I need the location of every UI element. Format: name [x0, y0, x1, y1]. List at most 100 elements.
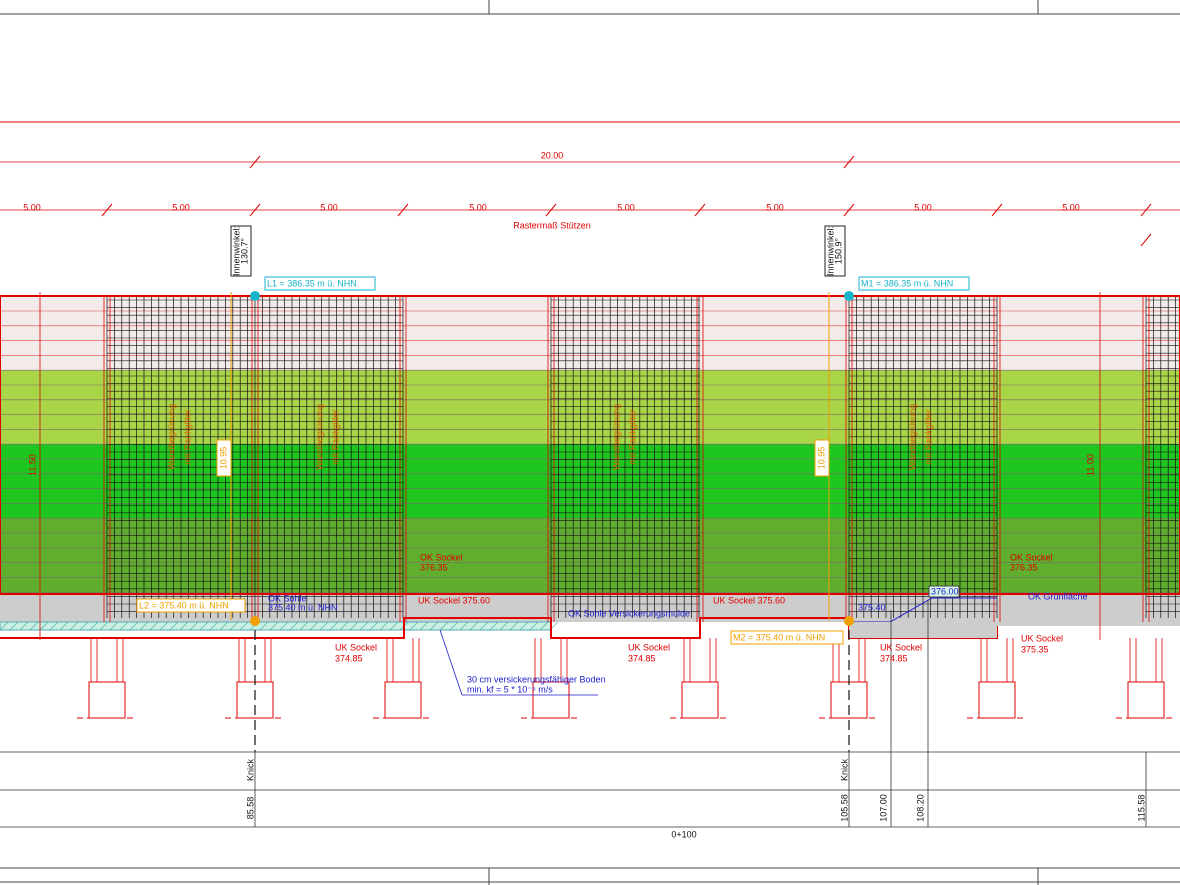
line: [199, 621, 209, 631]
label: L2 = 375.40 m ü. NHN: [139, 600, 229, 610]
shape: [978, 681, 1016, 719]
label: 0+100: [671, 829, 696, 839]
label: 374.85: [880, 653, 908, 663]
line: [349, 621, 359, 631]
line: [991, 203, 1003, 217]
line: [439, 621, 449, 631]
line: [189, 621, 199, 631]
label: mit Rankgitter: [627, 409, 637, 465]
label: min. kf = 5 * 10⁻⁵ m/s: [467, 684, 553, 694]
label: Innenwinkel:: [231, 226, 241, 276]
shape: [403, 621, 552, 631]
label: Wandbegrünung: [314, 404, 324, 470]
label: UK Sockel: [880, 642, 922, 652]
line: [459, 621, 469, 631]
label: OK Grünfläche: [1028, 591, 1088, 601]
line: [129, 621, 139, 631]
line: [329, 621, 339, 631]
dimension-label: 5.00: [172, 202, 190, 212]
label: UK Sockel: [628, 642, 670, 652]
label: OK Sohle Versickerungsmulde: [568, 608, 690, 618]
label: 375.35: [1021, 644, 1049, 654]
shape: [216, 439, 232, 477]
label: OK Sohle: [268, 593, 307, 603]
line: [439, 629, 463, 696]
label: 107.00: [878, 794, 888, 822]
shape: [997, 622, 1180, 626]
label: 115.58: [1136, 795, 1146, 822]
line: [9, 621, 19, 631]
shape: [0, 444, 1180, 518]
line: [843, 155, 855, 169]
shape: [858, 276, 970, 291]
line: [139, 621, 149, 631]
label: Wandbegrünung: [611, 404, 621, 470]
label: 30 cm versickerungsfähiger Boden: [467, 674, 606, 684]
shape: [88, 681, 126, 719]
label: 376.00: [931, 586, 959, 596]
line: [479, 621, 489, 631]
label: 374.85: [335, 653, 363, 663]
line: [843, 203, 855, 217]
line: [169, 621, 179, 631]
dimension-label: 20.00: [541, 150, 564, 160]
line: [209, 621, 219, 631]
label: Knick: [839, 759, 849, 782]
shape: [814, 439, 830, 477]
line: [539, 621, 549, 631]
line: [319, 621, 329, 631]
line: [29, 621, 39, 631]
line: [419, 621, 429, 631]
label: UK Sockel 375.60: [713, 595, 785, 605]
label: 375.40 m ü. NHN: [268, 602, 338, 612]
line: [309, 621, 319, 631]
line: [259, 621, 269, 631]
line: [694, 203, 706, 217]
label: 108.20: [915, 794, 925, 822]
label: mit Rankgitter: [182, 409, 192, 465]
line: [489, 621, 499, 631]
shape: [1127, 681, 1165, 719]
line: [19, 621, 29, 631]
dimension-label: 5.00: [914, 202, 932, 212]
line: [89, 621, 99, 631]
shape: [824, 225, 846, 277]
point: [844, 616, 854, 626]
label: L1 = 386.35 m ü. NHN: [267, 278, 357, 288]
line: [469, 621, 479, 631]
label: M1 = 386.35 m ü. NHN: [861, 278, 953, 288]
line: [39, 621, 49, 631]
line: [269, 621, 279, 631]
line: [69, 621, 79, 631]
line: [529, 621, 539, 631]
line: [499, 621, 509, 631]
label: M2 = 375.40 m ü. NHN: [733, 632, 825, 642]
line: [149, 621, 159, 631]
line: [99, 621, 109, 631]
caption: Rastermaß Stützen: [513, 220, 591, 230]
label: 374.85: [628, 653, 656, 663]
label: 376.35: [420, 562, 448, 572]
label: UK Sockel 375.60: [418, 595, 490, 605]
label: 11.00: [1085, 454, 1095, 476]
label: 150.9°: [833, 238, 843, 265]
label: 10.95: [816, 447, 826, 470]
line: [389, 621, 399, 631]
label: mit Rankgitter: [923, 409, 933, 465]
point: [250, 616, 260, 626]
line: [299, 621, 309, 631]
line: [59, 621, 69, 631]
line: [449, 621, 459, 631]
line: [219, 621, 229, 631]
line: [119, 621, 129, 631]
shape: [849, 622, 997, 638]
line: [249, 203, 261, 217]
line: [159, 621, 169, 631]
line: [0, 621, 9, 631]
line: [179, 621, 189, 631]
shape: [0, 296, 1180, 370]
line: [545, 203, 557, 217]
line: [101, 203, 113, 217]
shape: [928, 585, 960, 598]
